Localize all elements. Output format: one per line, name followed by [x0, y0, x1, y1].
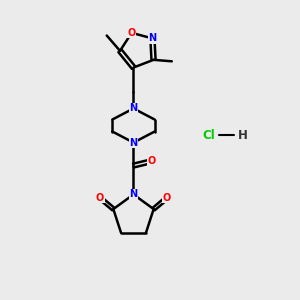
Text: H: H	[238, 129, 248, 142]
Text: O: O	[128, 28, 136, 38]
Text: N: N	[129, 138, 138, 148]
Text: N: N	[129, 103, 138, 113]
Text: O: O	[96, 193, 104, 203]
Text: O: O	[163, 193, 171, 203]
Text: Cl: Cl	[202, 129, 215, 142]
Text: N: N	[129, 189, 138, 200]
Text: O: O	[148, 156, 156, 166]
Text: N: N	[148, 33, 157, 43]
